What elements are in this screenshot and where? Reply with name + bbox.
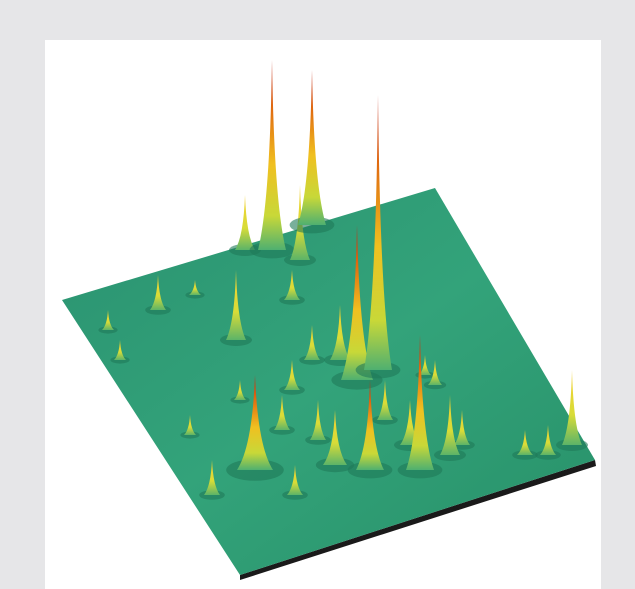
peak: [234, 380, 246, 400]
peak: [341, 225, 373, 380]
peaks: [98, 60, 588, 500]
peak: [204, 460, 220, 495]
peak: [284, 360, 300, 390]
peak: [406, 335, 434, 470]
peak: [517, 430, 533, 455]
peak: [304, 325, 320, 360]
peak: [287, 465, 303, 495]
peak: [237, 375, 273, 470]
peak: [330, 305, 350, 360]
peak: [377, 380, 393, 420]
peak: [400, 400, 420, 445]
peak: [562, 370, 582, 445]
peak: [356, 380, 384, 470]
peak: [189, 280, 201, 295]
peak: [364, 95, 392, 370]
peak: [274, 395, 290, 430]
peak: [298, 70, 326, 225]
peak: [440, 395, 460, 455]
peak: [310, 400, 326, 440]
peak: [258, 60, 286, 250]
peak: [226, 270, 246, 340]
peak: [184, 415, 196, 435]
peak: [284, 270, 300, 300]
peak: [323, 410, 347, 465]
peak: [150, 275, 166, 310]
peak: [428, 360, 442, 385]
peak: [235, 195, 255, 250]
peak: [102, 310, 114, 330]
peak: [419, 355, 431, 375]
peak: [114, 340, 126, 360]
peak: [540, 425, 556, 455]
peak: [454, 410, 470, 445]
plane-edge: [240, 460, 596, 580]
